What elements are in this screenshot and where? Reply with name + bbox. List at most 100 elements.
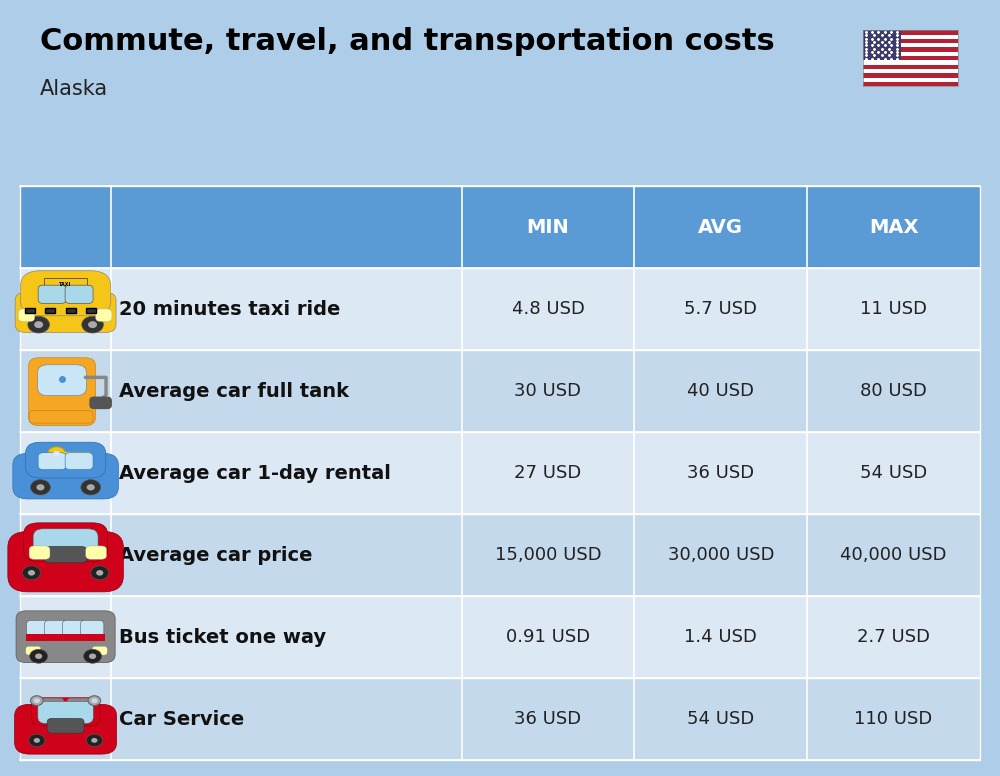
Text: 80 USD: 80 USD [860, 383, 927, 400]
Circle shape [48, 447, 66, 461]
Text: 1.4 USD: 1.4 USD [684, 629, 757, 646]
FancyBboxPatch shape [862, 47, 958, 52]
Text: TAXI: TAXI [59, 282, 72, 287]
FancyBboxPatch shape [20, 678, 980, 760]
Text: 20 minutes taxi ride: 20 minutes taxi ride [119, 300, 340, 319]
FancyBboxPatch shape [862, 73, 958, 78]
FancyBboxPatch shape [20, 514, 980, 597]
FancyBboxPatch shape [16, 611, 115, 663]
FancyBboxPatch shape [862, 35, 958, 39]
FancyBboxPatch shape [33, 528, 98, 557]
FancyBboxPatch shape [29, 411, 93, 423]
FancyBboxPatch shape [20, 432, 980, 514]
FancyBboxPatch shape [862, 69, 958, 73]
Circle shape [29, 734, 45, 747]
Circle shape [28, 317, 49, 333]
FancyBboxPatch shape [18, 309, 35, 321]
FancyBboxPatch shape [89, 397, 112, 409]
Text: 36 USD: 36 USD [514, 711, 582, 729]
FancyBboxPatch shape [15, 293, 116, 332]
Circle shape [91, 566, 109, 580]
FancyBboxPatch shape [20, 271, 111, 316]
FancyBboxPatch shape [862, 78, 958, 81]
Text: 0.91 USD: 0.91 USD [506, 629, 590, 646]
FancyBboxPatch shape [20, 597, 980, 678]
Circle shape [84, 650, 102, 663]
Text: 11 USD: 11 USD [860, 300, 927, 318]
FancyBboxPatch shape [862, 30, 901, 61]
FancyBboxPatch shape [13, 453, 118, 499]
Text: 27 USD: 27 USD [514, 464, 582, 483]
FancyBboxPatch shape [29, 358, 95, 425]
FancyBboxPatch shape [62, 620, 86, 638]
FancyBboxPatch shape [44, 546, 87, 563]
Circle shape [87, 484, 95, 490]
FancyBboxPatch shape [8, 532, 123, 592]
FancyBboxPatch shape [862, 39, 958, 43]
Circle shape [89, 653, 96, 659]
FancyBboxPatch shape [38, 702, 93, 723]
FancyBboxPatch shape [20, 186, 980, 268]
FancyBboxPatch shape [26, 634, 105, 641]
Circle shape [53, 451, 60, 456]
Text: 54 USD: 54 USD [860, 464, 927, 483]
FancyBboxPatch shape [66, 308, 76, 313]
Text: 40,000 USD: 40,000 USD [840, 546, 947, 564]
FancyBboxPatch shape [862, 81, 958, 86]
Text: 4.8 USD: 4.8 USD [512, 300, 584, 318]
Circle shape [34, 321, 43, 328]
Circle shape [36, 484, 44, 490]
FancyBboxPatch shape [65, 452, 93, 469]
Circle shape [88, 321, 97, 328]
FancyBboxPatch shape [38, 452, 66, 469]
Circle shape [34, 698, 40, 703]
Text: 54 USD: 54 USD [687, 711, 754, 729]
Text: Average car full tank: Average car full tank [119, 382, 349, 401]
Circle shape [91, 738, 97, 743]
Circle shape [31, 696, 43, 705]
FancyBboxPatch shape [31, 698, 100, 726]
Text: AVG: AVG [698, 218, 743, 237]
Text: 15,000 USD: 15,000 USD [495, 546, 601, 564]
FancyBboxPatch shape [862, 61, 958, 64]
Text: MAX: MAX [869, 218, 918, 237]
Text: 5.7 USD: 5.7 USD [684, 300, 757, 318]
Circle shape [96, 570, 103, 576]
Text: 36 USD: 36 USD [687, 464, 754, 483]
FancyBboxPatch shape [862, 64, 958, 69]
Text: Average car price: Average car price [119, 546, 312, 565]
Text: Car Service: Car Service [119, 710, 244, 729]
FancyBboxPatch shape [86, 546, 107, 559]
FancyBboxPatch shape [25, 308, 35, 313]
Text: Alaska: Alaska [40, 79, 108, 99]
FancyBboxPatch shape [38, 286, 66, 303]
FancyBboxPatch shape [862, 52, 958, 56]
Circle shape [22, 566, 40, 580]
Circle shape [82, 317, 103, 333]
Circle shape [31, 480, 50, 495]
FancyBboxPatch shape [862, 56, 958, 61]
Circle shape [34, 738, 40, 743]
FancyBboxPatch shape [26, 620, 50, 638]
Text: 2.7 USD: 2.7 USD [857, 629, 930, 646]
Text: 30 USD: 30 USD [514, 383, 582, 400]
FancyBboxPatch shape [44, 278, 87, 293]
FancyBboxPatch shape [862, 43, 958, 47]
FancyBboxPatch shape [96, 309, 112, 321]
FancyBboxPatch shape [80, 620, 104, 638]
Circle shape [28, 570, 35, 576]
FancyBboxPatch shape [20, 350, 980, 432]
Text: Commute, travel, and transportation costs: Commute, travel, and transportation cost… [40, 27, 775, 56]
FancyBboxPatch shape [25, 442, 106, 478]
Text: 30,000 USD: 30,000 USD [668, 546, 774, 564]
Circle shape [86, 734, 102, 747]
FancyBboxPatch shape [86, 308, 96, 313]
FancyBboxPatch shape [862, 30, 958, 35]
FancyBboxPatch shape [65, 286, 93, 303]
Text: MIN: MIN [527, 218, 569, 237]
FancyBboxPatch shape [26, 646, 41, 655]
Text: Bus ticket one way: Bus ticket one way [119, 628, 326, 647]
Circle shape [30, 650, 48, 663]
Circle shape [88, 696, 101, 705]
FancyBboxPatch shape [92, 646, 107, 655]
